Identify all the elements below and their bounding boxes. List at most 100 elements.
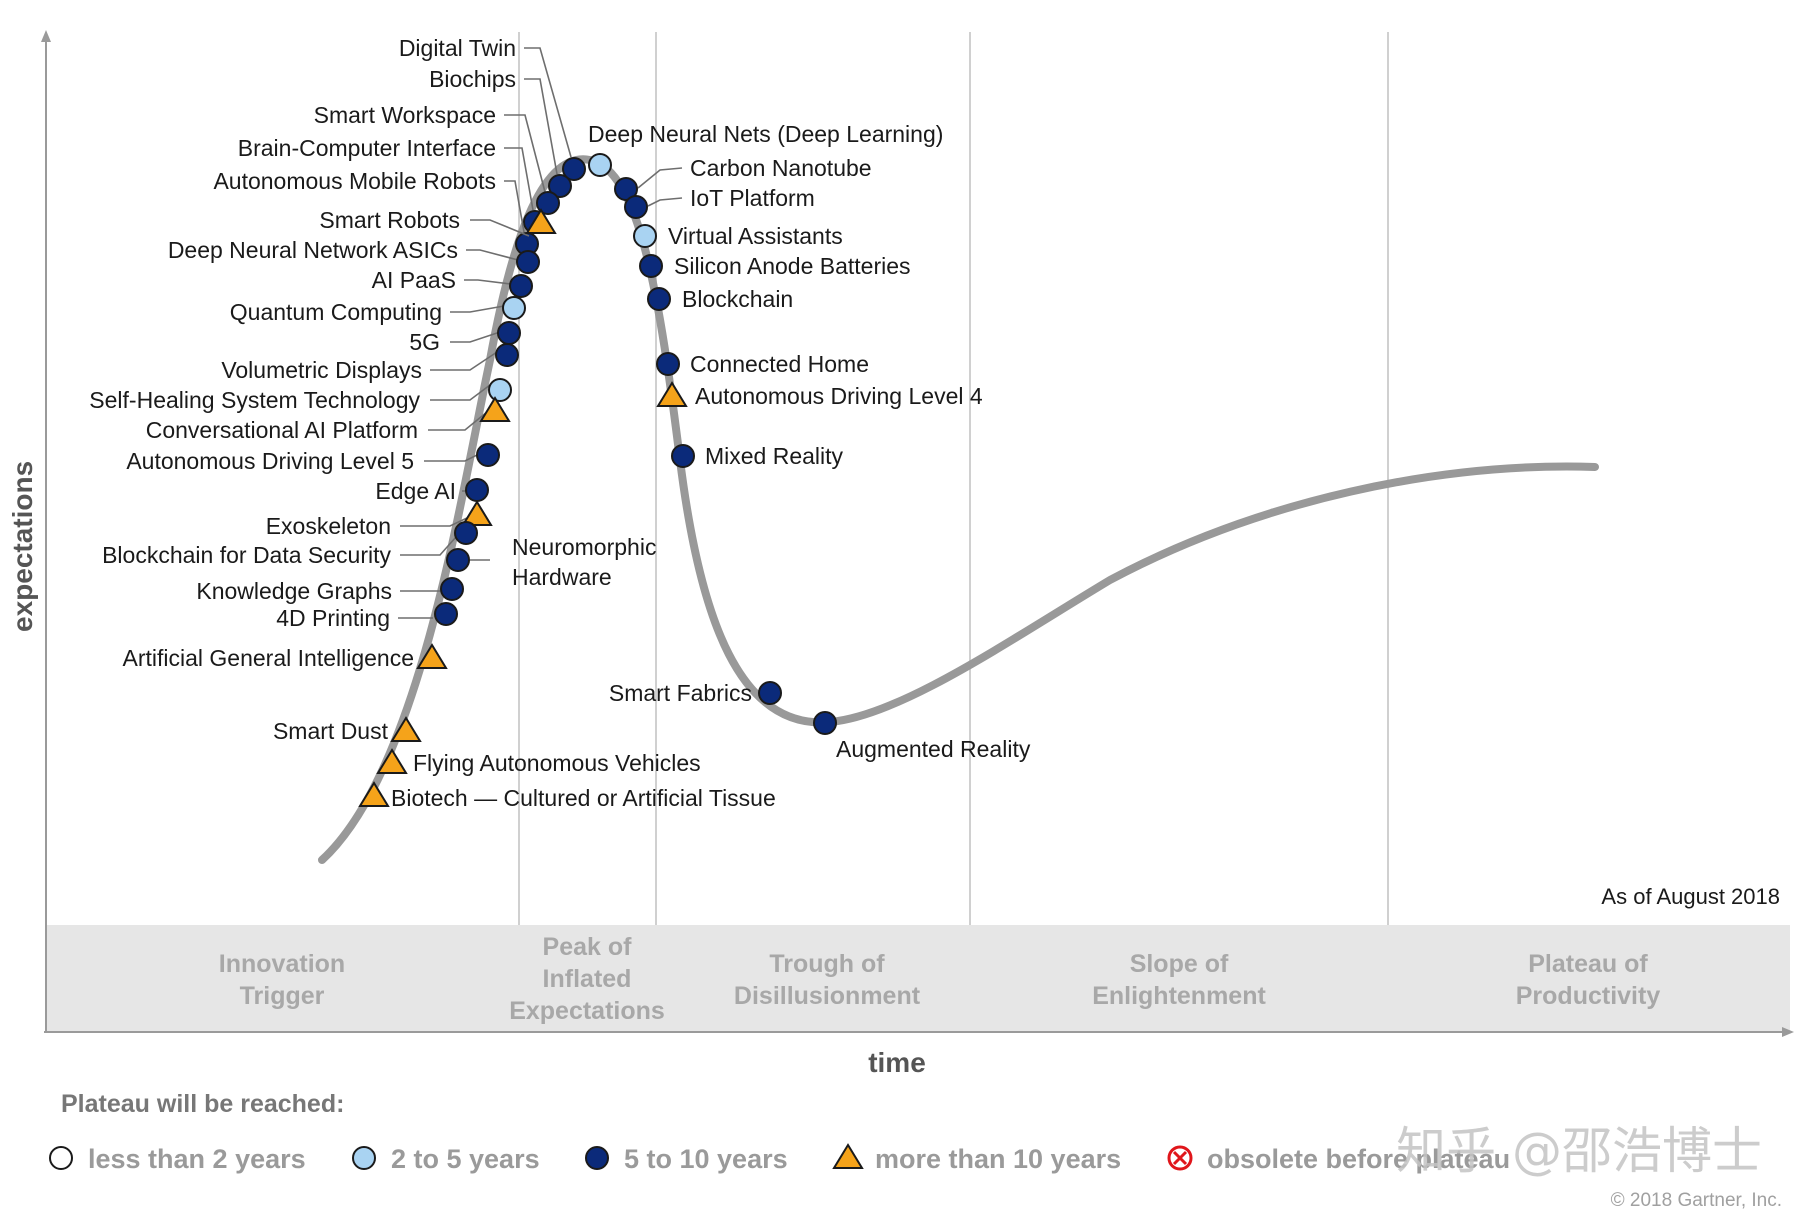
marker-5to10 — [647, 287, 671, 311]
technology-label: Smart Fabrics — [609, 680, 752, 706]
technology-artificial-general-intelligence: Artificial General Intelligence — [123, 643, 448, 671]
technology-virtual-assistants: Virtual Assistants — [633, 223, 843, 249]
technology-label: 4D Printing — [276, 605, 390, 631]
marker-5to10 — [671, 444, 695, 468]
marker-5to10 — [639, 254, 663, 278]
technology-label: Knowledge Graphs — [196, 578, 392, 604]
technology-biochips: Biochips — [429, 66, 572, 198]
legend-marker-gt10 — [832, 1143, 864, 1169]
technology-label: Smart Dust — [273, 718, 389, 744]
technology-label: Deep Neural Network ASICs — [168, 237, 458, 263]
marker-gt10 — [525, 208, 557, 234]
legend-item-obsolete: obsolete before plateau — [1167, 1144, 1510, 1174]
leader-line — [504, 147, 534, 211]
marker-5to10 — [440, 577, 464, 601]
technology-label: Biotech — Cultured or Artificial Tissue — [391, 785, 776, 811]
legend-item-lt2: less than 2 years — [49, 1144, 306, 1174]
technology-digital-twin: Digital Twin — [399, 35, 586, 181]
legend-label: obsolete before plateau — [1207, 1144, 1510, 1174]
technology-neuromorphic-hardware: Neuromorphic Hardware — [446, 534, 656, 590]
technology-edge-ai: Edge AI — [375, 478, 489, 504]
marker-5to10 — [624, 195, 648, 219]
marker-5to10 — [813, 711, 837, 735]
technology-ai-paas: AI PaaS — [372, 267, 533, 298]
marker-2to5 — [633, 224, 657, 248]
technology-iot-platform: IoT Platform — [624, 185, 815, 219]
technology-smart-dust: Smart Dust — [273, 716, 422, 744]
technology-label: Neuromorphic — [512, 534, 656, 560]
marker-5to10 — [614, 177, 638, 201]
technology-label: Self-Healing System Technology — [89, 387, 420, 413]
phase-label-line: Trough of — [769, 950, 885, 978]
technology-blockchain: Blockchain — [647, 286, 793, 312]
leader-line — [637, 167, 683, 189]
copyright-text: © 2018 Gartner, Inc. — [1611, 1190, 1782, 1211]
legend-item-2to5: 2 to 5 years — [352, 1144, 540, 1174]
technology-label: Connected Home — [690, 351, 869, 377]
watermark-text: 知乎 @邵浩博士 — [1396, 1122, 1762, 1180]
y-axis-arrow — [41, 30, 51, 42]
leader-line — [524, 47, 572, 158]
technology-silicon-anode-batteries: Silicon Anode Batteries — [639, 253, 911, 279]
phase-label-trough: Trough of Disillusionment — [734, 950, 921, 1010]
leader-line — [424, 454, 478, 462]
technology-label: Biochips — [429, 66, 516, 92]
legend-item-5to10: 5 to 10 years — [585, 1144, 788, 1174]
marker-5to10 — [516, 250, 540, 274]
technology-smart-fabrics: Smart Fabrics — [609, 680, 782, 706]
technology-autonomous-driving-level-4: Autonomous Driving Level 4 — [656, 381, 983, 409]
phase-label-line: Plateau of — [1528, 950, 1648, 978]
technology-label: AI PaaS — [372, 267, 456, 293]
technology-knowledge-graphs: Knowledge Graphs — [196, 577, 464, 604]
technology-label: Edge AI — [375, 478, 456, 504]
technology-label: Digital Twin — [399, 35, 516, 61]
technology-label: Mixed Reality — [705, 443, 844, 469]
technology-augmented-reality: Augmented Reality — [813, 711, 1031, 762]
phase-label-line: Expectations — [509, 997, 665, 1025]
phase-label-line: Trigger — [240, 982, 325, 1010]
technology-carbon-nanotube: Carbon Nanotube — [614, 155, 872, 201]
leader-line — [470, 219, 530, 237]
phase-label-peak: Peak of Inflated Expectations — [509, 933, 665, 1025]
technology-label: Augmented Reality — [836, 736, 1031, 762]
y-axis-label: expectations — [7, 461, 38, 632]
leader-line — [504, 114, 546, 193]
marker-5to10 — [434, 602, 458, 626]
phase-band — [46, 925, 1790, 1031]
leader-line — [428, 411, 488, 431]
leader-line — [524, 78, 558, 175]
technology-autonomous-mobile-robots: Autonomous Mobile Robots — [213, 168, 539, 256]
marker-5to10 — [509, 274, 533, 298]
technology-label: Quantum Computing — [230, 299, 442, 325]
leader-line — [450, 331, 501, 343]
phase-label-line: Innovation — [219, 950, 345, 978]
technology-label: Conversational AI Platform — [146, 417, 418, 443]
technology-label: Autonomous Driving Level 4 — [695, 383, 983, 409]
technology-connected-home: Connected Home — [656, 351, 869, 377]
technology-label: Exoskeleton — [266, 513, 391, 539]
legend-label: more than 10 years — [875, 1144, 1121, 1174]
technology-smart-robots: Smart Robots — [319, 207, 557, 237]
legend-title: Plateau will be reached: — [61, 1090, 344, 1118]
phase-label-line: Inflated — [543, 965, 632, 993]
technology-exoskeleton: Exoskeleton — [266, 500, 493, 539]
leader-line — [430, 381, 495, 401]
technology-label: Blockchain — [682, 286, 793, 312]
technology-label: IoT Platform — [690, 185, 815, 211]
marker-gt10 — [390, 716, 422, 742]
as-of-date: As of August 2018 — [1601, 884, 1780, 909]
marker-gt10 — [376, 748, 408, 774]
marker-2to5 — [488, 378, 512, 402]
marker-5to10 — [497, 321, 521, 345]
technology-conversational-ai-platform: Conversational AI Platform — [146, 396, 511, 443]
technology-biotech-cultured-or-artificial-tissue: Biotech — Cultured or Artificial Tissue — [358, 781, 776, 811]
technology-label: 5G — [409, 329, 440, 355]
leader-line — [504, 180, 525, 233]
technology-label: Autonomous Mobile Robots — [213, 168, 496, 194]
technology-blockchain-for-data-security: Blockchain for Data Security — [102, 521, 478, 568]
leader-line — [464, 279, 512, 285]
legend-marker-lt2 — [49, 1146, 73, 1170]
marker-5to10 — [758, 681, 782, 705]
technology-flying-autonomous-vehicles: Flying Autonomous Vehicles — [376, 748, 701, 776]
